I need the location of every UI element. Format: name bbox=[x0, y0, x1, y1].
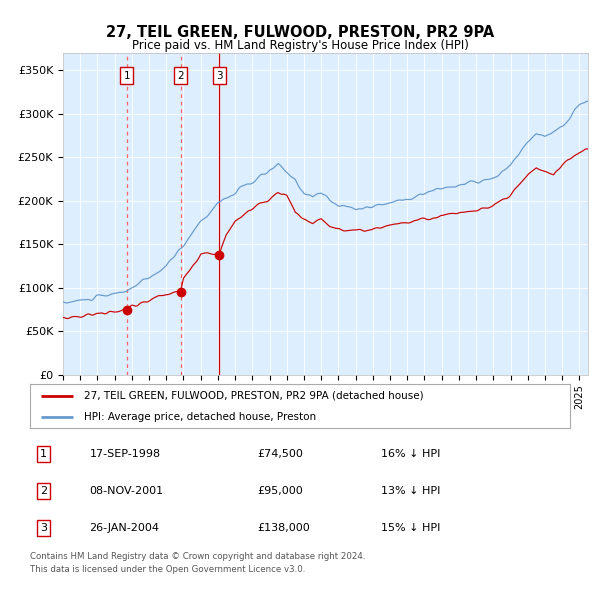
Text: This data is licensed under the Open Government Licence v3.0.: This data is licensed under the Open Gov… bbox=[30, 565, 305, 573]
Text: 17-SEP-1998: 17-SEP-1998 bbox=[89, 450, 161, 460]
Text: 08-NOV-2001: 08-NOV-2001 bbox=[89, 486, 164, 496]
Text: Contains HM Land Registry data © Crown copyright and database right 2024.: Contains HM Land Registry data © Crown c… bbox=[30, 552, 365, 560]
Text: £95,000: £95,000 bbox=[257, 486, 302, 496]
Text: 26-JAN-2004: 26-JAN-2004 bbox=[89, 523, 160, 533]
Text: £74,500: £74,500 bbox=[257, 450, 302, 460]
Text: 2: 2 bbox=[40, 486, 47, 496]
Text: HPI: Average price, detached house, Preston: HPI: Average price, detached house, Pres… bbox=[84, 412, 316, 422]
Text: 27, TEIL GREEN, FULWOOD, PRESTON, PR2 9PA (detached house): 27, TEIL GREEN, FULWOOD, PRESTON, PR2 9P… bbox=[84, 391, 424, 401]
Text: 1: 1 bbox=[40, 450, 47, 460]
Text: 16% ↓ HPI: 16% ↓ HPI bbox=[381, 450, 440, 460]
Text: 15% ↓ HPI: 15% ↓ HPI bbox=[381, 523, 440, 533]
Text: 13% ↓ HPI: 13% ↓ HPI bbox=[381, 486, 440, 496]
Text: 27, TEIL GREEN, FULWOOD, PRESTON, PR2 9PA: 27, TEIL GREEN, FULWOOD, PRESTON, PR2 9P… bbox=[106, 25, 494, 40]
Text: 2: 2 bbox=[178, 71, 184, 81]
Text: £138,000: £138,000 bbox=[257, 523, 310, 533]
Text: Price paid vs. HM Land Registry's House Price Index (HPI): Price paid vs. HM Land Registry's House … bbox=[131, 39, 469, 52]
Text: 3: 3 bbox=[40, 523, 47, 533]
Text: 3: 3 bbox=[216, 71, 223, 81]
Text: 1: 1 bbox=[124, 71, 130, 81]
